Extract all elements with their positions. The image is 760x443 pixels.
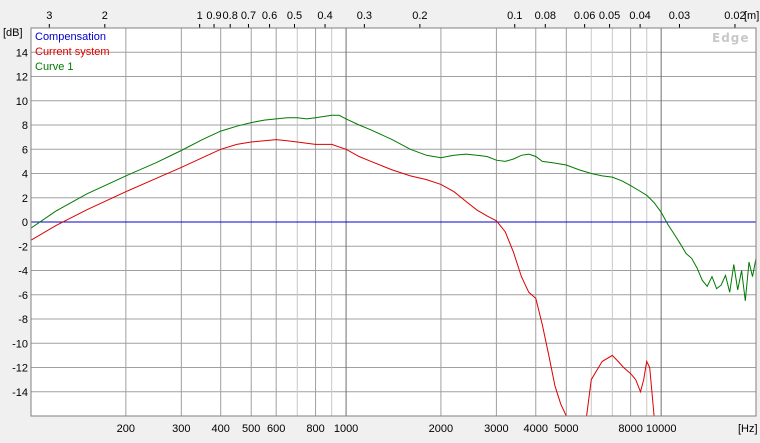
y-tick-label: -8	[18, 314, 28, 326]
top-tick-label: 0.08	[535, 10, 556, 22]
top-tick-label: 3	[46, 10, 52, 22]
legend-entry-compensation: Compensation	[35, 31, 106, 43]
x-axis-unit: [Hz]	[738, 423, 758, 435]
x-tick-label: 400	[212, 423, 230, 435]
series-line-curve-1	[31, 114, 756, 301]
x-tick-label: 10000	[646, 423, 677, 435]
y-tick-label: 2	[22, 193, 28, 205]
x-tick-label: 8000	[618, 423, 642, 435]
top-tick-label: 0.3	[357, 10, 372, 22]
y-tick-label: -6	[18, 290, 28, 302]
y-tick-label: 0	[22, 217, 28, 229]
top-tick-label: 0.1	[507, 10, 522, 22]
x-tick-label: 300	[172, 423, 190, 435]
series-line-current-system	[31, 139, 662, 416]
top-tick-label: 0.6	[262, 10, 277, 22]
x-tick-label: 600	[267, 423, 285, 435]
plot-series	[31, 114, 756, 416]
top-tick-label: 1	[197, 10, 203, 22]
x-tick-label: 800	[306, 423, 324, 435]
top-tick-label: 0.05	[599, 10, 620, 22]
top-axis-unit: [m]	[744, 10, 759, 22]
top-tick-label: 0.2	[412, 10, 427, 22]
y-tick-label: 12	[16, 72, 28, 84]
y-tick-label: 4	[22, 169, 28, 181]
y-tick-label: -10	[12, 338, 28, 350]
top-tick-label: 0.03	[669, 10, 690, 22]
y-tick-label: 8	[22, 120, 28, 132]
y-tick-label: 6	[22, 144, 28, 156]
legend: Compensation Current system Curve 1	[35, 31, 110, 73]
x-tick-label: 1000	[334, 423, 358, 435]
top-tick-label: 0.04	[629, 10, 650, 22]
legend-entry-curve-1: Curve 1	[35, 61, 74, 73]
legend-entry-current-system: Current system	[35, 46, 110, 58]
top-tick-label: 0.4	[317, 10, 332, 22]
y-tick-label: 10	[16, 96, 28, 108]
x-tick-label: 3000	[484, 423, 508, 435]
chart-watermark: Edge	[712, 31, 750, 45]
y-tick-label: -4	[18, 266, 28, 278]
y-tick-label: 14	[16, 47, 28, 59]
x-tick-label: 200	[117, 423, 135, 435]
plot-border	[30, 27, 757, 417]
x-tick-label: 4000	[524, 423, 548, 435]
top-tick-label: 0.8	[223, 10, 238, 22]
y-tick-label: -14	[12, 387, 28, 399]
top-tick-label: 2	[102, 10, 108, 22]
top-tick-label: 0.06	[574, 10, 595, 22]
y-tick-label: -12	[12, 363, 28, 375]
x-tick-label: 5000	[554, 423, 578, 435]
y-tick-label: -2	[18, 241, 28, 253]
top-tick-label: 0.02	[724, 10, 745, 22]
x-tick-label: 2000	[429, 423, 453, 435]
x-tick-label: 500	[242, 423, 260, 435]
top-tick-label: 0.9	[206, 10, 221, 22]
top-tick-label: 0.7	[241, 10, 256, 22]
y-axis-unit: [dB]	[3, 27, 23, 39]
top-tick-label: 0.5	[287, 10, 302, 22]
